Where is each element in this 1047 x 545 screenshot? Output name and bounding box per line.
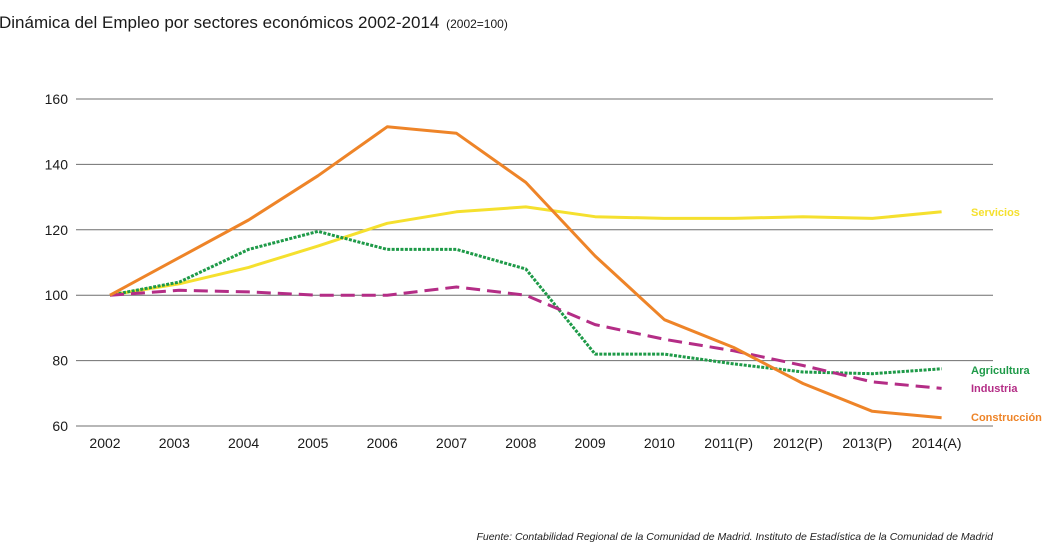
x-tick-label: 2012(P) xyxy=(773,435,823,451)
x-tick-label: 2014(A) xyxy=(912,435,962,451)
series-line-construccion xyxy=(109,125,942,420)
y-tick-label: 60 xyxy=(52,418,68,434)
x-tick-label: 2005 xyxy=(297,435,328,451)
x-tick-label: 2011(P) xyxy=(704,435,753,451)
x-axis: 2002 2003 2004 2005 2006 2007 2008 2009 2010 2011… xyxy=(89,435,961,451)
x-tick-label: 2002 xyxy=(89,435,120,451)
y-tick-label: 160 xyxy=(45,91,69,107)
series-lines xyxy=(109,125,942,420)
x-tick-label: 2013(P) xyxy=(842,435,892,451)
y-tick-label: 100 xyxy=(45,287,69,303)
chart-subtitle: (2002=100) xyxy=(446,17,508,31)
x-tick-label: 2008 xyxy=(505,435,536,451)
series-label: Construcción xyxy=(971,412,1042,424)
x-tick-label: 2004 xyxy=(228,435,259,451)
source-note: Fuente: Contabilidad Regional de la Comu… xyxy=(476,531,993,543)
y-axis: 60 80 100 120 140 160 xyxy=(45,91,69,434)
series-label: Industria xyxy=(971,383,1018,395)
chart-title: Dinámica del Empleo por sectores económi… xyxy=(0,13,508,33)
x-tick-label: 2007 xyxy=(436,435,467,451)
y-tick-label: 120 xyxy=(45,222,69,238)
series-line-servicios xyxy=(109,205,942,297)
chart-title-text: Dinámica del Empleo por sectores económi… xyxy=(0,13,440,32)
series-label: Agricultura xyxy=(971,365,1031,377)
x-tick-label: 2010 xyxy=(644,435,675,451)
x-tick-label: 2003 xyxy=(159,435,190,451)
y-tick-label: 80 xyxy=(52,353,68,369)
y-tick-label: 140 xyxy=(45,156,69,172)
series-line-industria xyxy=(109,285,942,390)
x-tick-label: 2006 xyxy=(367,435,398,451)
series-labels: Servicios Agricultura Industria Construcció… xyxy=(971,207,1042,424)
series-label: Servicios xyxy=(971,207,1020,219)
series-line-agricultura xyxy=(109,229,942,376)
x-tick-label: 2009 xyxy=(575,435,606,451)
